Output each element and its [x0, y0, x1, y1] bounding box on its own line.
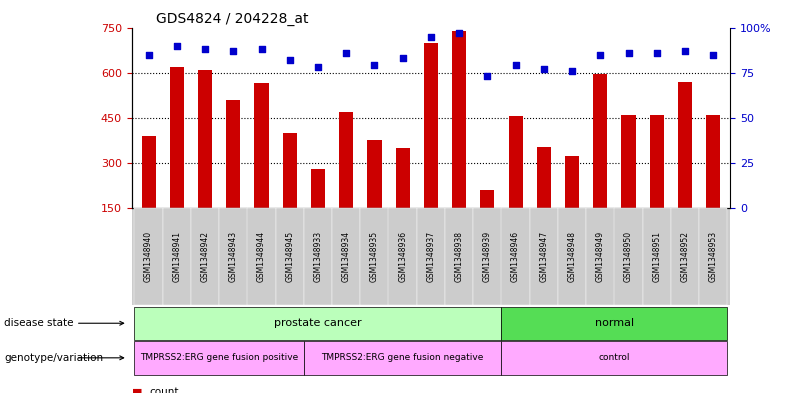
Bar	[227, 100, 240, 208]
Bar	[396, 148, 409, 208]
Point	[678, 48, 691, 54]
Point	[227, 48, 239, 54]
Bar	[198, 70, 212, 208]
Point	[255, 46, 268, 52]
Text: GSM1348949: GSM1348949	[596, 231, 605, 282]
Bar	[339, 112, 354, 208]
Point	[142, 51, 155, 58]
Bar	[282, 133, 297, 208]
Point	[368, 62, 381, 69]
Point	[199, 46, 211, 52]
Text: normal: normal	[595, 318, 634, 328]
Text: prostate cancer: prostate cancer	[275, 318, 361, 328]
Text: GSM1348934: GSM1348934	[342, 231, 351, 282]
Bar	[678, 82, 692, 208]
Point	[538, 66, 551, 72]
Bar	[170, 67, 184, 208]
Bar	[508, 116, 523, 208]
Bar	[452, 31, 466, 208]
Bar	[255, 83, 269, 208]
Point	[311, 64, 324, 70]
Text: GSM1348939: GSM1348939	[483, 231, 492, 282]
Text: GSM1348933: GSM1348933	[314, 231, 322, 282]
Text: GSM1348944: GSM1348944	[257, 231, 266, 282]
Text: GSM1348936: GSM1348936	[398, 231, 407, 282]
Bar	[622, 115, 635, 208]
Text: GSM1348948: GSM1348948	[567, 231, 577, 282]
Point	[171, 42, 184, 49]
Text: count: count	[149, 387, 179, 393]
Point	[650, 50, 663, 56]
Text: TMPRSS2:ERG gene fusion positive: TMPRSS2:ERG gene fusion positive	[140, 353, 298, 362]
Point	[566, 68, 579, 74]
Text: GSM1348951: GSM1348951	[652, 231, 662, 282]
Text: GSM1348941: GSM1348941	[172, 231, 181, 282]
Text: genotype/variation: genotype/variation	[4, 353, 103, 363]
Point	[509, 62, 522, 69]
Bar	[537, 147, 551, 208]
Bar	[141, 136, 156, 208]
Point	[397, 55, 409, 61]
Text: control: control	[598, 353, 630, 362]
Bar	[480, 190, 495, 208]
Point	[481, 73, 494, 79]
Bar	[565, 156, 579, 208]
Text: GSM1348938: GSM1348938	[455, 231, 464, 282]
Text: GSM1348946: GSM1348946	[511, 231, 520, 282]
Bar	[311, 169, 325, 208]
Text: GSM1348950: GSM1348950	[624, 231, 633, 282]
Text: GSM1348945: GSM1348945	[285, 231, 294, 282]
Bar	[706, 115, 721, 208]
Bar	[593, 74, 607, 208]
Text: GSM1348937: GSM1348937	[426, 231, 436, 282]
Bar	[367, 140, 381, 208]
Text: GSM1348943: GSM1348943	[229, 231, 238, 282]
Text: GSM1348953: GSM1348953	[709, 231, 717, 282]
Text: GSM1348947: GSM1348947	[539, 231, 548, 282]
Point	[707, 51, 720, 58]
Text: disease state: disease state	[4, 318, 73, 328]
Text: GSM1348935: GSM1348935	[370, 231, 379, 282]
Text: GSM1348942: GSM1348942	[200, 231, 210, 282]
Text: GDS4824 / 204228_at: GDS4824 / 204228_at	[156, 12, 308, 26]
Point	[622, 50, 635, 56]
Text: ■: ■	[132, 387, 142, 393]
Point	[594, 51, 606, 58]
Text: GSM1348940: GSM1348940	[144, 231, 153, 282]
Bar	[650, 115, 664, 208]
Point	[283, 57, 296, 63]
Bar	[424, 42, 438, 208]
Text: GSM1348952: GSM1348952	[681, 231, 689, 282]
Point	[425, 33, 437, 40]
Point	[452, 30, 465, 36]
Point	[340, 50, 353, 56]
Text: TMPRSS2:ERG gene fusion negative: TMPRSS2:ERG gene fusion negative	[322, 353, 484, 362]
